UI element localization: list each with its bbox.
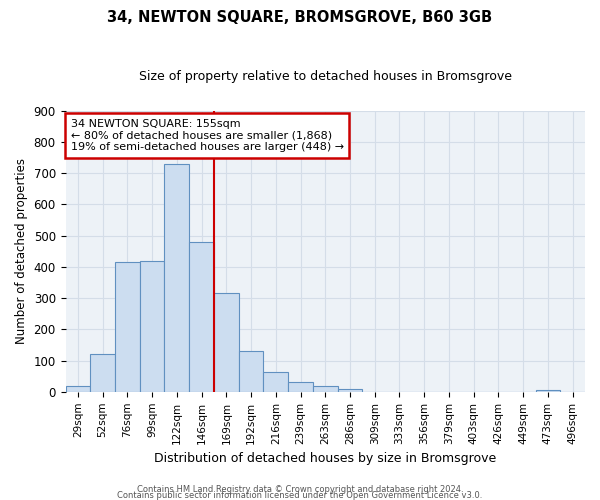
- Text: 34 NEWTON SQUARE: 155sqm
← 80% of detached houses are smaller (1,868)
19% of sem: 34 NEWTON SQUARE: 155sqm ← 80% of detach…: [71, 119, 344, 152]
- Y-axis label: Number of detached properties: Number of detached properties: [15, 158, 28, 344]
- X-axis label: Distribution of detached houses by size in Bromsgrove: Distribution of detached houses by size …: [154, 452, 496, 465]
- Text: 34, NEWTON SQUARE, BROMSGROVE, B60 3GB: 34, NEWTON SQUARE, BROMSGROVE, B60 3GB: [107, 10, 493, 25]
- Bar: [65, 386, 90, 392]
- Text: Contains HM Land Registry data © Crown copyright and database right 2024.: Contains HM Land Registry data © Crown c…: [137, 484, 463, 494]
- Bar: [164, 164, 189, 392]
- Bar: [536, 390, 560, 392]
- Bar: [313, 386, 338, 392]
- Bar: [239, 351, 263, 392]
- Title: Size of property relative to detached houses in Bromsgrove: Size of property relative to detached ho…: [139, 70, 512, 83]
- Bar: [90, 354, 115, 392]
- Bar: [214, 294, 239, 392]
- Bar: [189, 242, 214, 392]
- Bar: [140, 260, 164, 392]
- Bar: [115, 262, 140, 392]
- Bar: [338, 388, 362, 392]
- Bar: [263, 372, 288, 392]
- Bar: [288, 382, 313, 392]
- Text: Contains public sector information licensed under the Open Government Licence v3: Contains public sector information licen…: [118, 490, 482, 500]
